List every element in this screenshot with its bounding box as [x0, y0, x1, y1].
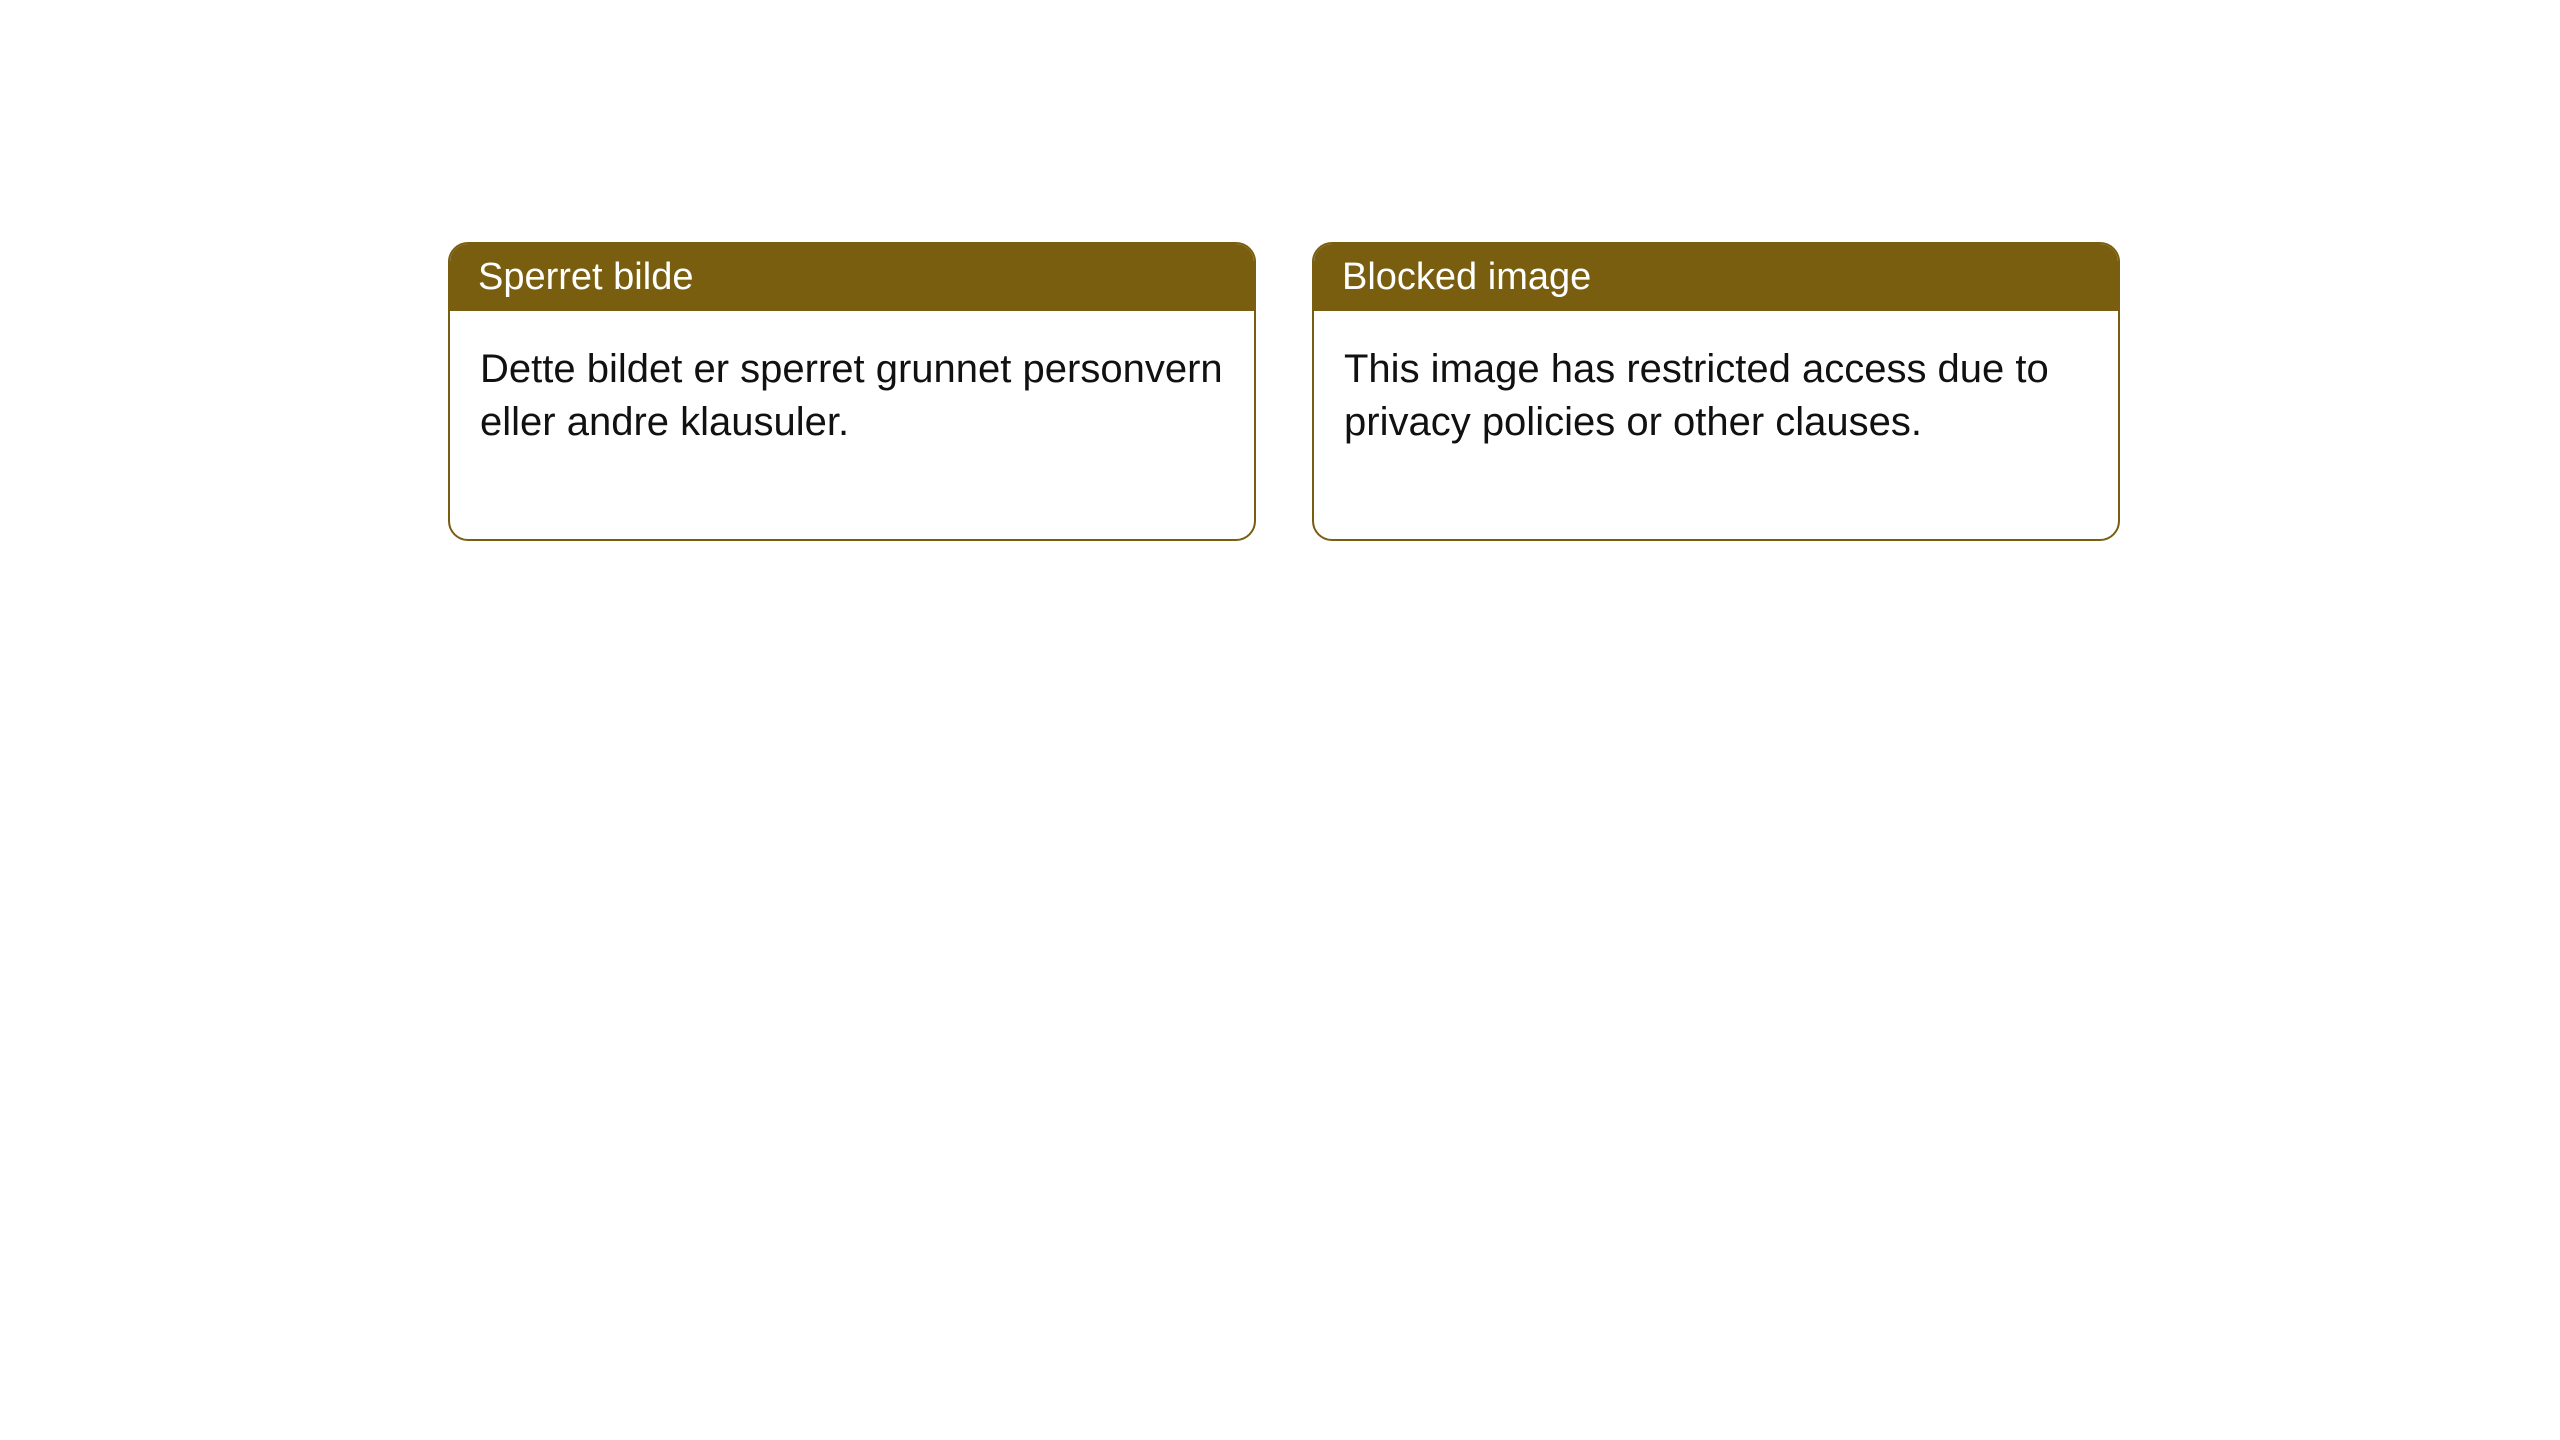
notice-header: Sperret bilde — [450, 244, 1254, 311]
notice-container: Sperret bilde Dette bildet er sperret gr… — [0, 0, 2560, 541]
notice-card-english: Blocked image This image has restricted … — [1312, 242, 2120, 541]
notice-body: This image has restricted access due to … — [1314, 311, 2118, 539]
notice-body: Dette bildet er sperret grunnet personve… — [450, 311, 1254, 539]
notice-card-norwegian: Sperret bilde Dette bildet er sperret gr… — [448, 242, 1256, 541]
notice-header: Blocked image — [1314, 244, 2118, 311]
